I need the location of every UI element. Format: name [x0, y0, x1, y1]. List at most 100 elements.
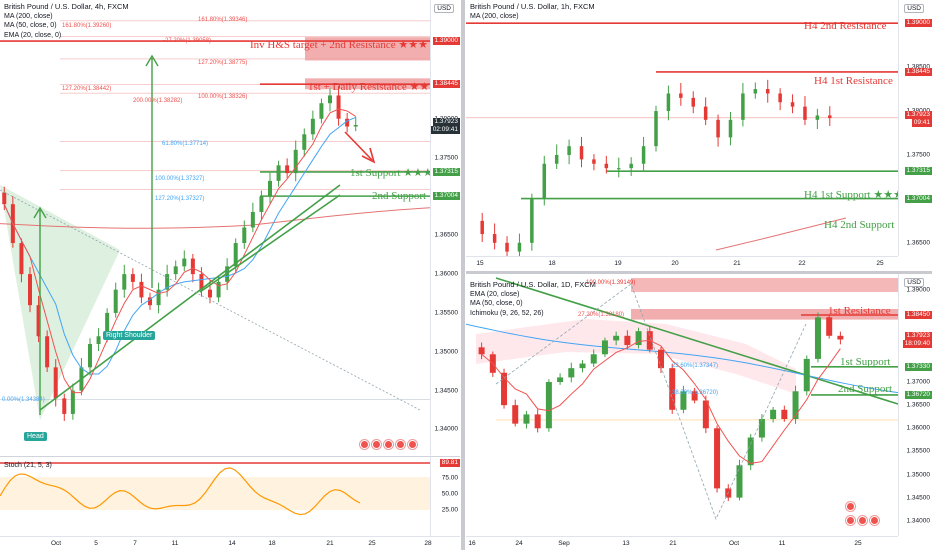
chart-1h-price-scale[interactable]: USD: [898, 0, 932, 256]
candle-body: [216, 281, 221, 298]
trendline: [39, 184, 341, 411]
price-tag-sup1: 1.37315: [432, 167, 460, 176]
chart-4h-price-scale[interactable]: USD: [430, 0, 460, 455]
candle-body: [666, 93, 671, 112]
measure-arrow-head: [145, 54, 159, 67]
fib-label: 27.20%(1.38180): [578, 312, 625, 318]
candle-body: [679, 93, 683, 98]
event-flag-icon: [396, 440, 405, 449]
candle-body: [62, 398, 67, 414]
chart-1d[interactable]: British Pound / U.S. Dollar, 1D, FXCM EM…: [466, 274, 932, 550]
candle-body: [703, 106, 708, 120]
candle-body: [139, 281, 144, 298]
fib-label: 23.60%(1.37347): [672, 363, 719, 369]
time-tick: Oct: [728, 540, 740, 547]
event-flag-icon: [372, 440, 381, 449]
price-tag-last: 1.37923: [904, 110, 932, 119]
candle-body: [182, 258, 187, 267]
panel-divider: [461, 0, 465, 550]
candle-body: [658, 349, 664, 369]
chart-4h[interactable]: British Pound / U.S. Dollar, 4h, FXCM MA…: [0, 0, 460, 550]
ema20-line: [481, 339, 841, 464]
indicator-ma50: MA (50, close, 0): [4, 22, 57, 29]
candle-body: [803, 106, 807, 120]
candle-body: [691, 97, 695, 107]
candle-body: [765, 89, 770, 94]
event-flag-icon: [846, 502, 855, 511]
stoch-tick: 75.00: [441, 474, 458, 482]
stoch-tick: 50.00: [441, 490, 458, 498]
time-tick: 24: [515, 540, 523, 547]
price-tag-sup2: 1.37004: [432, 192, 460, 201]
candle-body: [828, 115, 832, 119]
time-tick: Sep: [558, 540, 570, 547]
candle-body: [753, 89, 758, 94]
price-tag-sup1: 1.37315: [904, 167, 932, 176]
candle-body: [568, 368, 575, 378]
ma200-line: [0, 207, 431, 229]
price-tick: 1.37000: [906, 378, 931, 386]
candle-body: [88, 344, 92, 368]
panel-divider: [466, 271, 932, 274]
candle-body: [778, 93, 782, 103]
candle-body: [173, 266, 178, 275]
stoch-scale[interactable]: [430, 457, 460, 536]
trendline: [199, 194, 341, 293]
label-h4-res2: H4 2nd Resistance: [804, 20, 887, 32]
candle-body: [669, 368, 676, 410]
candle-body: [148, 297, 152, 306]
chart-4h-canvas: [0, 20, 431, 421]
ichimoku-cloud: [476, 319, 796, 394]
candle-body: [592, 159, 596, 164]
chart-4h-title: British Pound / U.S. Dollar, 4h, FXCM: [4, 2, 129, 11]
fib-label: 100.00%(1.39149): [586, 280, 636, 286]
price-tick: 1.39000: [906, 286, 931, 294]
currency-usd: USD: [904, 278, 924, 287]
time-tick: 22: [798, 260, 806, 267]
candle-body: [242, 227, 247, 244]
chart-1h-time-scale[interactable]: 15 18 19 20 21 22 25: [466, 256, 898, 270]
chart-4h-legend: British Pound / U.S. Dollar, 4h, FXCM MA…: [4, 2, 129, 40]
time-tick: 18: [548, 260, 556, 267]
price-tick: 1.35500: [434, 309, 459, 317]
chart-1h-canvas: [466, 22, 898, 261]
price-tag-countdown: 18:09:40: [902, 340, 932, 349]
price-tick: 1.36000: [906, 424, 931, 432]
candle-body: [165, 274, 170, 290]
candle-body: [293, 149, 298, 174]
chart-1h-legend: British Pound / U.S. Dollar, 1h, FXCM MA…: [470, 2, 595, 21]
candle-body: [302, 134, 307, 150]
chart-1h[interactable]: British Pound / U.S. Dollar, 1h, FXCM MA…: [466, 0, 932, 270]
price-tag-last: 1.37923: [904, 332, 932, 341]
candle-body: [617, 168, 621, 170]
stoch-panel[interactable]: Stoch (21, 5, 3) 89.81 75.00 50.00 25.00: [0, 456, 460, 536]
candle-body: [680, 391, 687, 410]
ema20-line: [3, 108, 356, 394]
time-tick: 15: [476, 260, 484, 267]
price-tag-res1: 1.38450: [904, 310, 932, 319]
price-tick: 1.36500: [906, 239, 931, 247]
candle-body: [53, 367, 58, 399]
price-tick: 1.34500: [906, 494, 931, 502]
price-tag-res1: 1.38445: [432, 80, 460, 89]
trendline: [495, 277, 899, 405]
label-h4-res1: H4 1st Resistance: [814, 75, 893, 87]
price-tick: 1.38500: [907, 64, 931, 71]
time-tick: 16: [468, 540, 476, 547]
time-tick: 18: [268, 540, 276, 547]
indicator-ma200: MA (200, close): [4, 12, 53, 20]
price-tag-countdown: 09:41: [911, 118, 932, 127]
fib-label: 100.00%(1.38326): [198, 94, 248, 100]
candle-body: [492, 234, 497, 243]
chart-4h-time-axis[interactable]: Oct 5 7 11 14 18 21 25 28: [0, 536, 460, 550]
candle-body: [534, 414, 541, 429]
candle-body: [259, 196, 264, 212]
event-flag-icon: [408, 440, 417, 449]
chart-1d-time-scale[interactable]: 16 24 Sep 13 21 Oct 11 25: [466, 536, 898, 550]
time-tick: Oct: [50, 540, 62, 547]
label-h4-sup1: H4 1st Support ★★★: [804, 189, 903, 201]
candle-body: [635, 331, 642, 346]
fib-label: 100.00%(1.37327): [155, 176, 205, 182]
candle-body: [613, 335, 620, 341]
candle-body: [815, 115, 820, 120]
